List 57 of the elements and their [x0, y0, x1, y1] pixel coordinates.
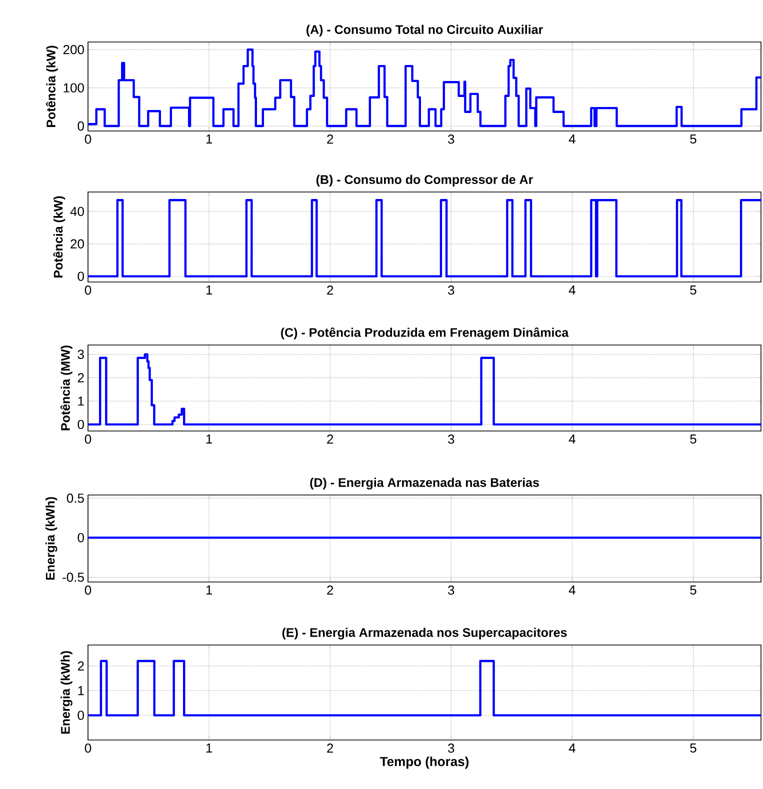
x-tick-label: 5: [690, 134, 696, 144]
x-tick-label: 4: [568, 744, 576, 752]
x-tick-label: 5: [690, 586, 696, 595]
y-axis-title: Energia (kWh): [60, 651, 72, 734]
y-tick-label: 200: [63, 45, 84, 54]
x-tick-label: 1: [206, 286, 212, 294]
x-tick-label: 1: [206, 586, 212, 594]
y-tick-label: 20: [70, 239, 84, 248]
x-tick-label: 5: [690, 286, 696, 295]
y-tick-label: 1: [78, 396, 84, 406]
y-tick-label: 1: [78, 686, 84, 696]
x-tick-label: 2: [327, 134, 334, 144]
x-tick-label: 3: [448, 134, 454, 144]
x-tick-label: 3: [448, 286, 454, 295]
y-tick-label: 3: [78, 350, 84, 359]
y-tick-label: 2: [78, 661, 84, 671]
x-tick-label: 1: [206, 744, 212, 752]
y-tick-label: 0: [78, 710, 84, 720]
x-tick-label: 4: [568, 586, 576, 594]
x-tick-label: 3: [448, 586, 454, 595]
y-tick-label: 0: [78, 121, 84, 131]
x-tick-label: 4: [568, 434, 576, 444]
chart-title: (A) - Consumo Total no Circuito Auxiliar: [306, 24, 543, 36]
chart-title: (B) - Consumo do Compressor de Ar: [316, 174, 533, 186]
x-tick-label: 3: [448, 744, 454, 753]
x-tick-label: 2: [327, 286, 334, 295]
chart-title: (D) - Energia Armazenada nas Baterias: [310, 478, 539, 490]
x-tick-label: 0: [84, 134, 92, 144]
x-tick-label: 3: [448, 434, 454, 444]
y-tick-label: 2: [78, 373, 84, 382]
y-tick-label: 0: [78, 420, 84, 430]
chart-title: (E) - Energia Armazenada nos Supercapacitores: [282, 628, 567, 640]
chart-title: (C) - Potência Produzida em Frenagem Dinâmica: [281, 327, 569, 340]
y-axis-title: Potência (kW): [53, 196, 66, 278]
x-tick-label: 0: [84, 586, 92, 595]
x-tick-label: 0: [84, 434, 92, 444]
x-tick-label: 2: [327, 586, 334, 595]
y-tick-label: 0: [78, 533, 84, 542]
x-tick-label: 1: [206, 134, 212, 144]
y-tick-label: 100: [64, 83, 84, 92]
y-tick-label: 0: [78, 272, 84, 281]
y-tick-label: 40: [70, 206, 84, 216]
y-axis-title: Potência (kW): [46, 46, 58, 127]
y-axis-title: Potência (MW): [60, 346, 72, 430]
x-tick-label: 0: [84, 744, 92, 753]
x-tick-label: 4: [568, 286, 576, 294]
x-tick-label: 0: [84, 286, 92, 295]
x-tick-label: 5: [690, 434, 696, 444]
x-tick-label: 5: [690, 744, 696, 753]
x-tick-label: 4: [568, 134, 576, 144]
x-axis-title: Tempo (horas): [380, 756, 469, 769]
y-tick-label: 0.5: [66, 494, 84, 503]
x-tick-label: 2: [327, 744, 334, 753]
x-tick-label: 1: [206, 434, 212, 444]
y-tick-label: -0.5: [62, 572, 84, 582]
x-tick-label: 2: [327, 434, 334, 444]
y-axis-title: Energia (kWh): [45, 497, 58, 580]
